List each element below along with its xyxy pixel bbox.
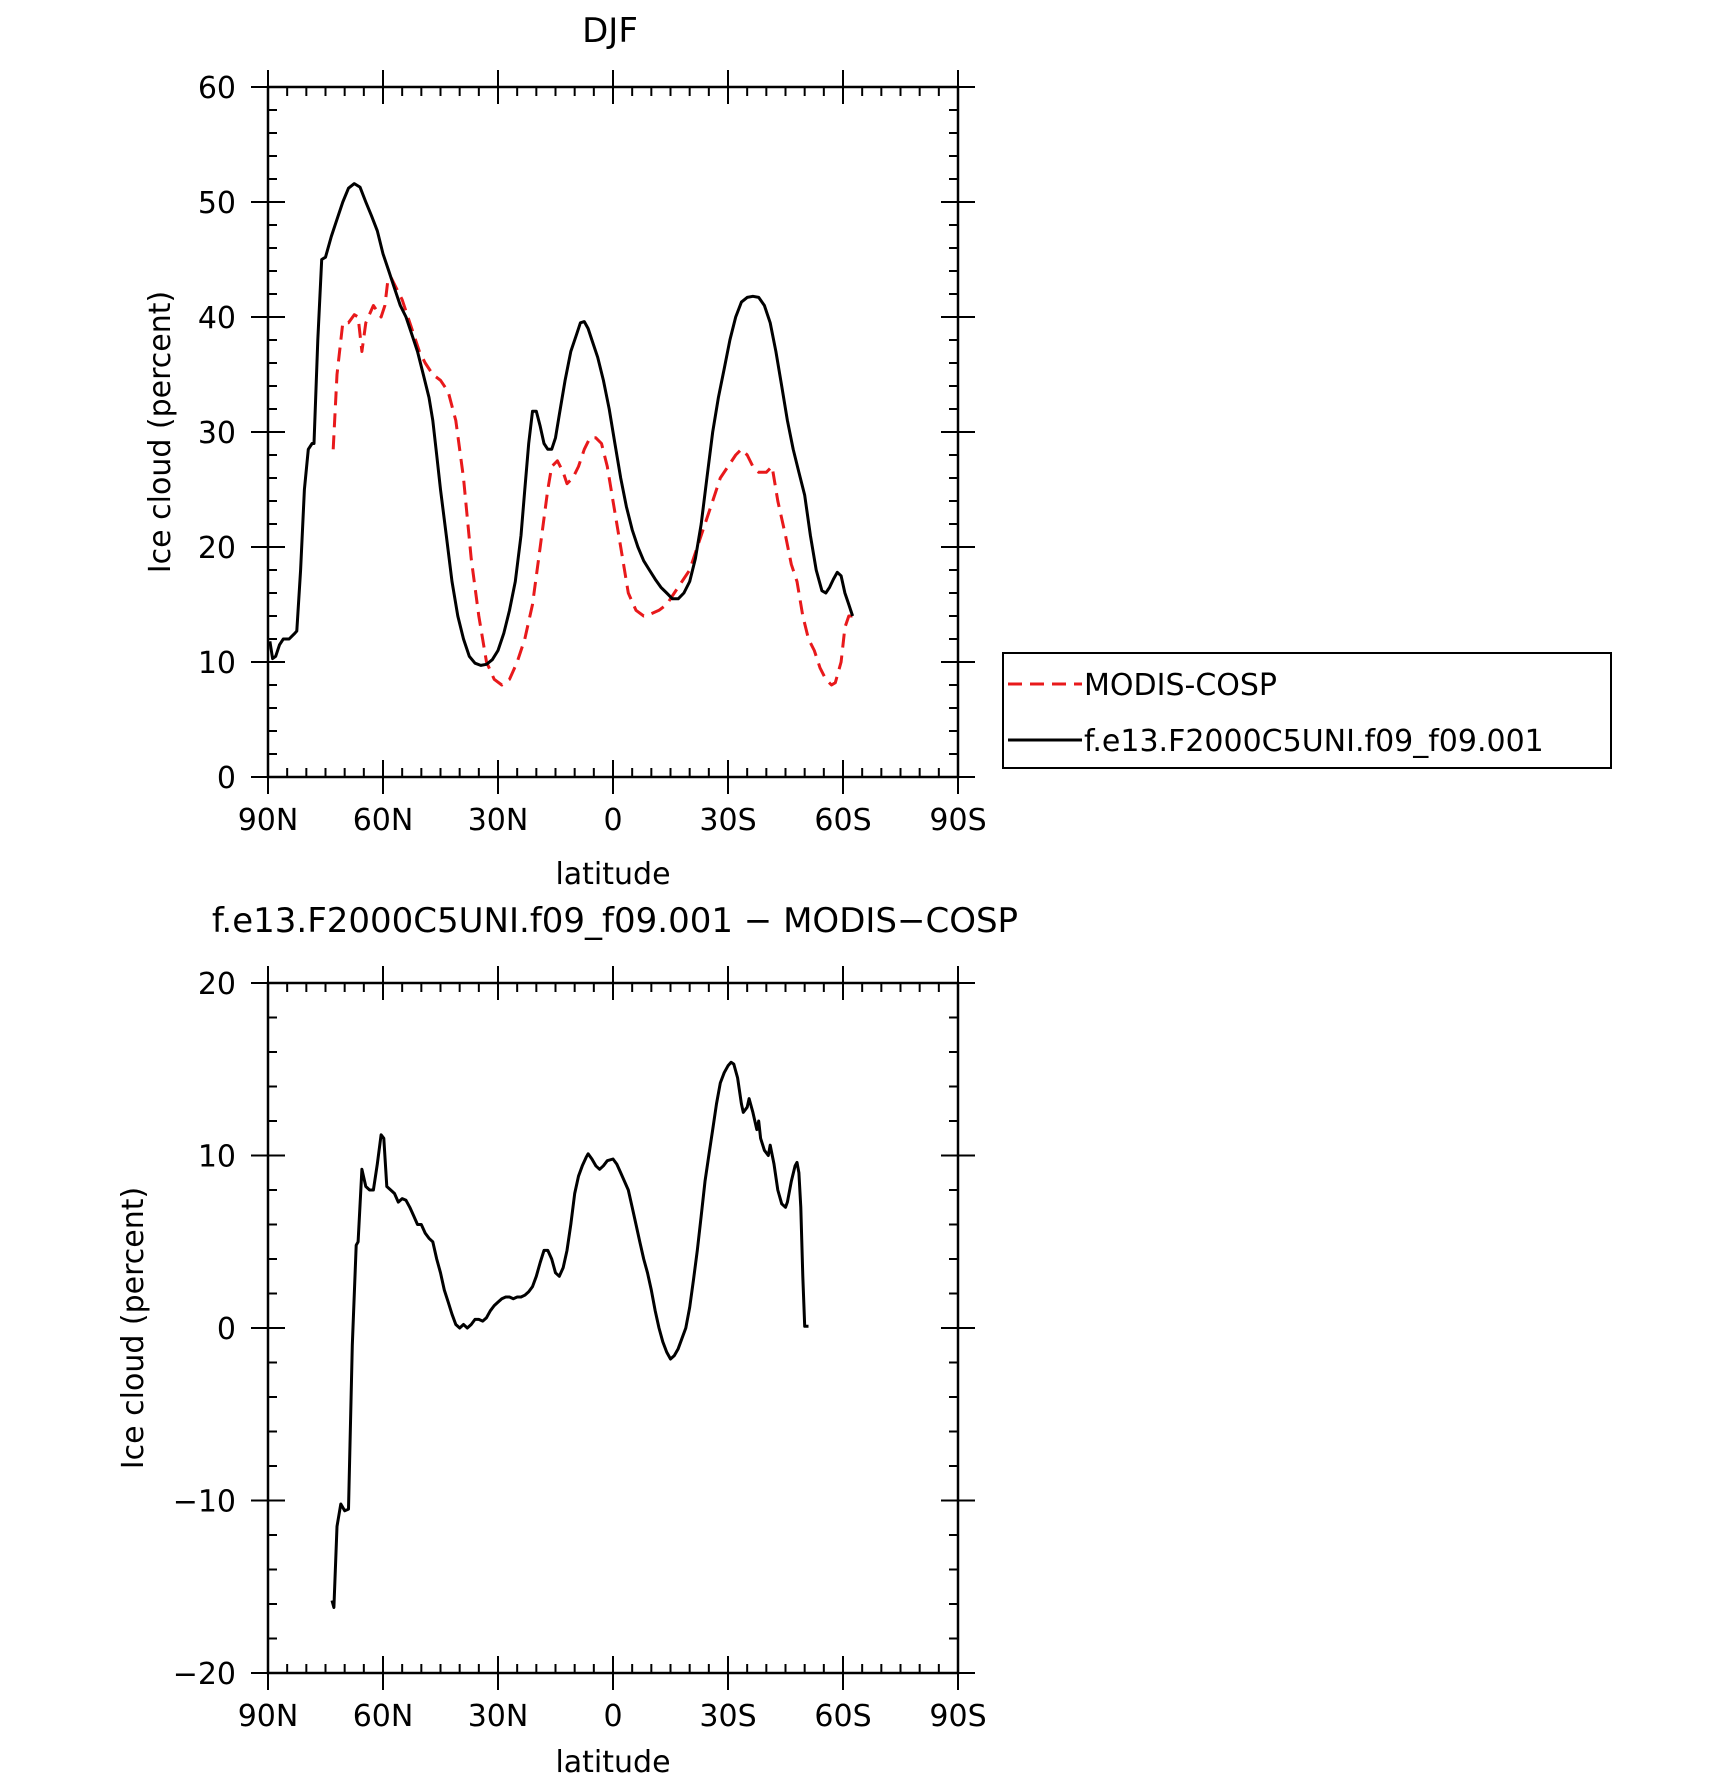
y-tick-label: 10 [198, 1140, 236, 1175]
x-tick-label: 30N [468, 803, 529, 838]
x-tick-label: 30S [699, 1699, 756, 1734]
x-tick-label: 60N [353, 803, 414, 838]
x-axis-label: latitude [555, 857, 670, 892]
y-tick-label: 0 [217, 761, 236, 796]
series-group [268, 182, 855, 687]
legend-entry-modis: MODIS-COSP [1084, 668, 1277, 703]
series-line-0 [330, 1060, 809, 1609]
y-tick-labels: 0 10 20 30 40 50 60 [198, 71, 236, 796]
y-axis-label: Ice cloud (percent) [116, 1187, 151, 1469]
x-tick-label: 90S [929, 803, 986, 838]
x-axis-label: latitude [555, 1745, 670, 1777]
chart-title: f.e13.F2000C5UNI.f09_f09.001 − MODIS−COS… [212, 901, 1018, 941]
y-tick-label: 60 [198, 71, 236, 106]
x-tick-label: 30N [468, 1699, 529, 1734]
plot-frame [266, 981, 960, 1675]
y-tick-label: 40 [198, 301, 236, 336]
x-tick-labels: 90N 60N 30N 0 30S 60S 90S [238, 1699, 987, 1734]
y-tick-label: −10 [173, 1485, 236, 1520]
y-tick-label: −20 [173, 1657, 236, 1692]
y-tick-label: 10 [198, 646, 236, 681]
legend-box [1002, 652, 1612, 769]
y-tick-label: 50 [198, 186, 236, 221]
y-tick-label: 20 [198, 531, 236, 566]
djf-panel: DJF 0 10 20 30 40 50 60 90N 60N 30N 0 30S 60S 90S la… [143, 11, 1612, 892]
tick-marks [251, 70, 975, 794]
x-tick-labels: 90N 60N 30N 0 30S 60S 90S [238, 803, 987, 838]
legend-entry-model: f.e13.F2000C5UNI.f09_f09.001 [1084, 724, 1544, 759]
y-tick-labels: −20 −10 0 10 20 [173, 967, 236, 1692]
y-axis-label: Ice cloud (percent) [143, 291, 178, 573]
x-tick-label: 60N [353, 1699, 414, 1734]
series-group [330, 1060, 809, 1609]
legend: MODIS-COSP f.e13.F2000C5UNI.f09_f09.001 [1002, 652, 1612, 769]
tick-marks [251, 966, 975, 1690]
difference-panel: f.e13.F2000C5UNI.f09_f09.001 − MODIS−COS… [116, 901, 1018, 1777]
x-tick-label: 0 [603, 803, 622, 838]
x-tick-label: 90N [238, 1699, 299, 1734]
y-tick-label: 0 [217, 1312, 236, 1347]
x-tick-label: 0 [603, 1699, 622, 1734]
x-tick-label: 30S [699, 803, 756, 838]
y-tick-label: 30 [198, 416, 236, 451]
series-line-1 [268, 182, 855, 667]
x-tick-label: 90N [238, 803, 299, 838]
series-line-0 [331, 275, 853, 687]
chart-title: DJF [582, 11, 638, 51]
x-tick-label: 60S [814, 803, 871, 838]
y-tick-label: 20 [198, 967, 236, 1002]
x-tick-label: 90S [929, 1699, 986, 1734]
x-tick-label: 60S [814, 1699, 871, 1734]
